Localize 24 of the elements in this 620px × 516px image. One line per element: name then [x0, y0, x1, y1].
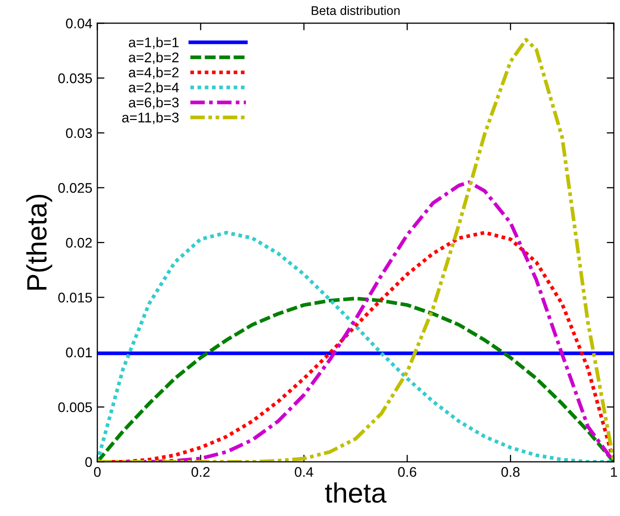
y-tick-label: 0.015	[58, 292, 92, 303]
y-tick-label: 0.01	[66, 348, 92, 358]
x-tick-label: 0.2	[192, 467, 210, 477]
y-tick-label: 0	[85, 457, 92, 467]
x-tick-label: 0.6	[398, 467, 416, 477]
legend-label: a=1,b=1	[128, 37, 179, 49]
y-axis-title: P(theta)	[26, 194, 52, 290]
y-tick-label: 0.03	[66, 128, 92, 138]
legend-label: a=6,b=3	[128, 97, 179, 110]
legend-label: a=11,b=3	[122, 112, 179, 124]
y-tick-label: 0.025	[58, 183, 92, 193]
x-tick-label: 0	[94, 467, 101, 477]
x-tick-label: 1	[610, 467, 617, 477]
y-tick-label: 0.02	[66, 238, 92, 248]
y-tick-label: 0.035	[58, 73, 92, 84]
legend-label: a=2,b=4	[128, 82, 179, 94]
x-axis-title: theta	[325, 482, 386, 503]
x-tick-label: 0.4	[294, 467, 314, 477]
legend-label: a=2,b=2	[128, 52, 179, 64]
chart-title: Beta distribution	[312, 6, 400, 16]
x-tick-label: 0.8	[501, 467, 520, 477]
y-tick-label: 0.005	[58, 402, 92, 412]
legend-label: a=4,b=2	[128, 67, 179, 80]
y-tick-label: 0.04	[66, 18, 92, 28]
